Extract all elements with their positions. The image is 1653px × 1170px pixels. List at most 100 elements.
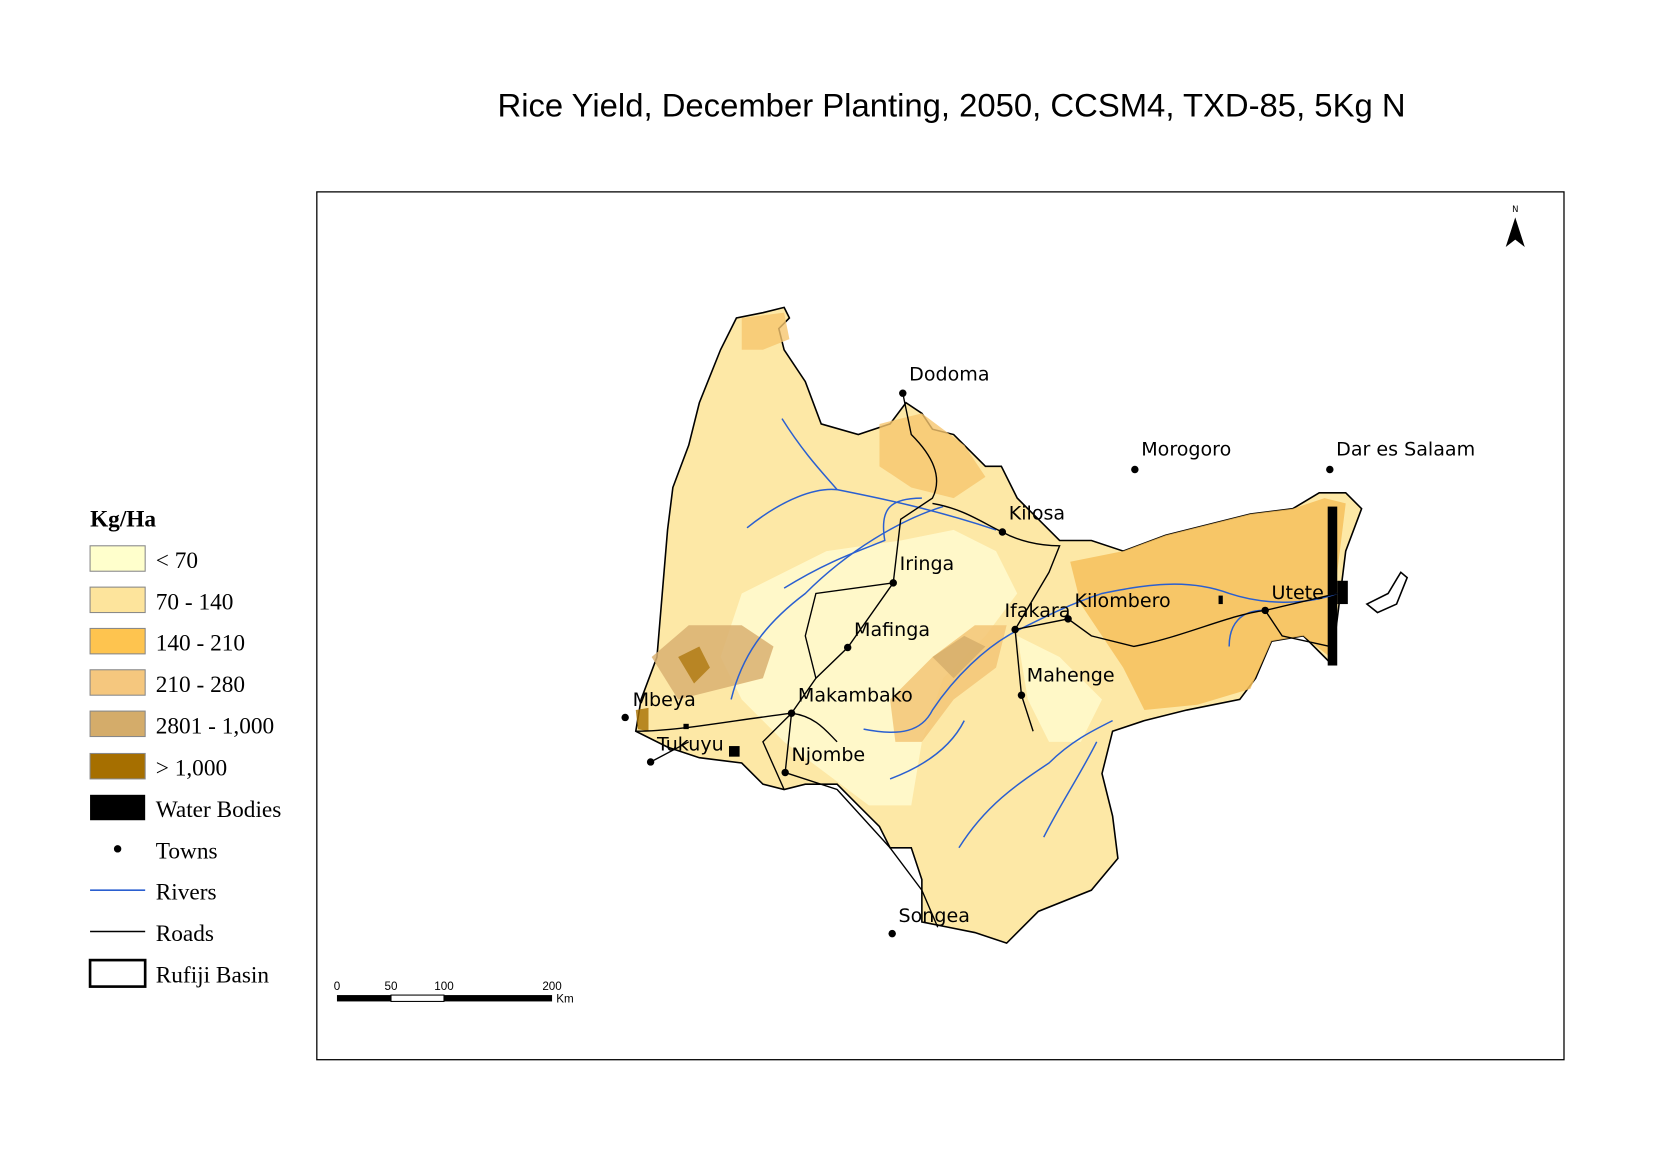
island [1365, 571, 1409, 614]
town-label: Mbeya [633, 689, 696, 711]
town-label: Makambako [798, 685, 913, 707]
road [650, 741, 690, 763]
legend-swatch [89, 752, 146, 780]
water-body [683, 723, 689, 730]
town-label: Dar es Salaam [1336, 439, 1475, 461]
town-dot [843, 643, 852, 652]
medium-yield-zone [741, 312, 790, 350]
scale-unit: Km [556, 992, 573, 1005]
town-dot [1011, 625, 1019, 634]
town-label: Tukuyu [656, 733, 724, 755]
water-body [729, 746, 740, 757]
high-yield-zone [1070, 498, 1346, 711]
road [1264, 610, 1330, 648]
town-dot [1326, 465, 1334, 474]
map-title: Rice Yield, December Planting, 2050, CCS… [497, 87, 1405, 124]
low-yield-zone [1017, 635, 1102, 742]
legend-label: Towns [156, 838, 218, 864]
river [889, 720, 965, 780]
town-dot [1064, 615, 1072, 623]
legend-swatch [88, 958, 147, 988]
town-dot [621, 713, 629, 722]
town-label: Kilombero [1074, 590, 1170, 612]
scale-segment [336, 995, 391, 1002]
town-label: Utete [1272, 582, 1324, 604]
town-label: Mahenge [1027, 664, 1115, 686]
peak-yield-zone [635, 707, 649, 732]
legend-label: 140 - 210 [156, 631, 245, 657]
north-arrow-shape [1505, 217, 1525, 247]
town-dot [787, 709, 796, 717]
legend-label: 210 - 280 [156, 672, 245, 698]
road [1014, 592, 1338, 648]
town-dot [889, 579, 897, 587]
legend-label: Roads [156, 921, 214, 947]
legend-title: Kg/Ha [90, 507, 156, 533]
low-yield-zone [720, 529, 1018, 806]
legend-label: > 1,000 [156, 756, 227, 782]
river [783, 497, 922, 589]
town-dot [781, 768, 789, 777]
rivers [730, 418, 1338, 849]
water-body [1218, 595, 1223, 605]
legend-label: Rufiji Basin [156, 962, 270, 988]
road [804, 582, 894, 679]
north-arrow: N [1505, 204, 1525, 247]
medium-yield-zone [879, 413, 986, 499]
water-body [1337, 580, 1348, 605]
river [1043, 741, 1098, 838]
town-dot [888, 929, 896, 938]
road [762, 712, 793, 790]
legend-label: < 70 [156, 548, 198, 574]
water-body [1327, 506, 1338, 666]
town-label: Njombe [792, 744, 866, 766]
medium-yield-zone [890, 625, 1007, 742]
scale-segment [390, 994, 445, 1002]
scale-label: 200 [542, 980, 562, 993]
north-label: N [1512, 204, 1518, 214]
legend-swatch [89, 586, 146, 614]
legend-label: 70 - 140 [156, 589, 234, 615]
scale-label: 0 [334, 980, 341, 993]
road [784, 771, 939, 928]
legend-label: Rivers [156, 880, 217, 906]
town-dot [1261, 606, 1269, 615]
scale-segment [443, 995, 553, 1002]
legend-swatch [89, 669, 146, 696]
scale-label: 100 [434, 980, 454, 993]
town-label: Iringa [900, 553, 955, 575]
legend-label: 2801 - 1,000 [156, 713, 274, 739]
road [635, 712, 838, 743]
river [781, 418, 997, 531]
town-label: Songea [899, 905, 970, 927]
town-dot [1131, 465, 1139, 474]
peak-yield-zone [678, 646, 710, 684]
legend: Kg/Ha < 70 70 - 140 140 - 210 210 - 280 … [88, 507, 282, 988]
town-label: Kilosa [1009, 502, 1065, 524]
high-yield-zone [932, 635, 986, 679]
legend-label: Water Bodies [156, 797, 282, 823]
legend-swatch [90, 794, 146, 821]
river [746, 488, 838, 529]
town-dot [998, 528, 1007, 536]
scale-bar: 0 50 100 200 Km [334, 980, 574, 1006]
legend-swatch [89, 545, 146, 572]
town-dot [899, 389, 907, 397]
legend-symbol [113, 845, 122, 853]
legend-swatch [89, 710, 146, 738]
high-yield-zone [651, 625, 774, 700]
town-label: Morogoro [1141, 439, 1231, 461]
town-label: Ifakara [1005, 600, 1071, 622]
river [958, 719, 1113, 849]
town-dot [646, 758, 655, 766]
river [863, 583, 1338, 734]
town-label: Mafinga [854, 619, 930, 641]
scale-label: 50 [385, 980, 398, 993]
river [730, 505, 944, 700]
water-bodies [683, 506, 1409, 757]
town-label: Dodoma [909, 363, 989, 385]
town-dot [1017, 691, 1026, 699]
legend-swatch [89, 627, 146, 655]
towns: Dodoma Morogoro Dar es Salaam Kilosa Iri… [621, 363, 1475, 938]
